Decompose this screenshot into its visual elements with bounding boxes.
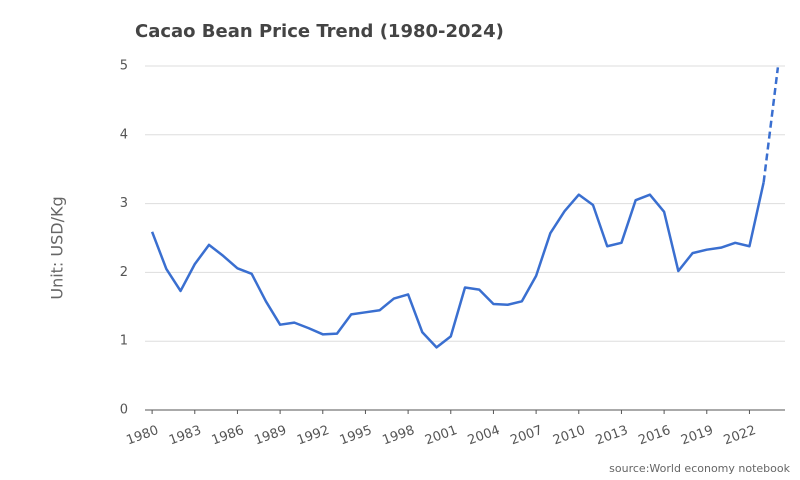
x-tick-label: 2004 [466,423,502,448]
y-tick-label: 0 [120,403,128,418]
x-tick-label: 1995 [338,423,374,448]
x-tick-label: 1980 [124,423,160,448]
x-tick-label: 2016 [636,423,672,448]
x-tick-label: 1983 [167,423,203,448]
projected-line [762,67,780,183]
y-tick-label: 2 [120,265,128,280]
y-tick-label: 4 [120,127,128,142]
x-tick-label: 1998 [380,423,416,448]
x-tick-label: 1992 [295,423,331,448]
source-note: source:World economy notebook [609,462,790,475]
x-tick-label: 1989 [252,423,288,448]
x-tick-label: 2007 [508,423,544,448]
y-tick-label: 3 [120,196,128,211]
y-tick-label: 1 [120,334,128,349]
y-axis-label: Unit: USD/Kg [48,196,67,299]
x-tick-label: 1986 [210,423,246,448]
chart-title: Cacao Bean Price Trend (1980-2024) [135,21,504,42]
price-line [150,182,765,349]
x-tick-label: 2019 [679,423,715,448]
y-tick-label: 5 [120,59,128,74]
x-tick-label: 2010 [551,423,587,448]
x-tick-label: 2001 [423,423,459,448]
x-tick-label: 2013 [594,423,630,448]
x-tick-label: 2022 [722,423,758,448]
